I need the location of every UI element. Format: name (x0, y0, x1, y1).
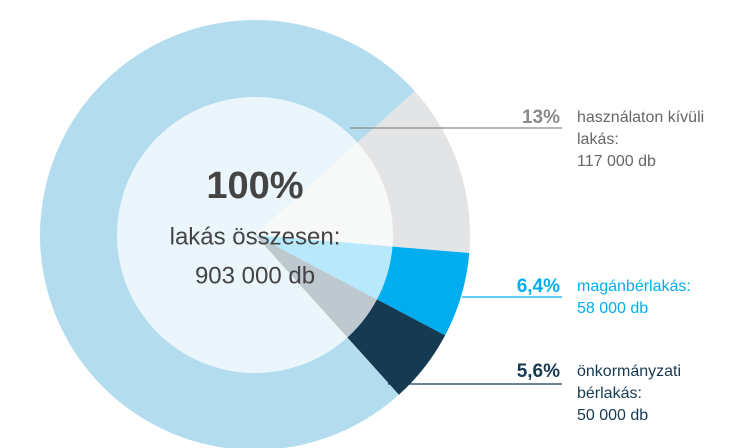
category-label: bérlakás: (577, 385, 642, 402)
value-label: 5,6% (517, 361, 560, 382)
labels: 13% használaton kívüli lakás: 117 000 db 6,4… (350, 107, 704, 424)
category-label: magánbérlakás: (577, 278, 691, 295)
donut-hole (117, 97, 393, 373)
value-label: 6,4% (517, 276, 560, 297)
center-count: 903 000 db (195, 262, 315, 289)
category-label: használaton kívüli (577, 109, 704, 126)
value-label: 13% (522, 107, 560, 128)
center-value: 100% (206, 165, 303, 207)
count-label: 58 000 db (577, 300, 648, 317)
count-label: 50 000 db (577, 407, 648, 424)
category-label: lakás: (577, 131, 619, 148)
count-label: 117 000 db (577, 153, 656, 170)
center-label: lakás összesen: (170, 223, 341, 250)
category-label: önkormányzati (577, 363, 681, 380)
